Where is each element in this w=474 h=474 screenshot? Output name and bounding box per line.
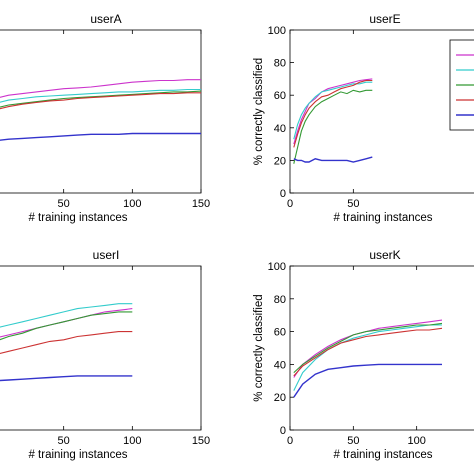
y-tick-label: 0 <box>280 425 286 437</box>
series-line-2 <box>293 324 442 391</box>
series-line-5 <box>0 375 133 382</box>
series-line-1 <box>0 79 201 98</box>
series-line-5 <box>293 156 373 163</box>
x-axis-label: # training instances <box>28 212 127 224</box>
x-tick-label: 100 <box>123 198 141 210</box>
panel-title: userI <box>93 248 120 262</box>
y-axis-label: % correctly classified <box>253 294 265 401</box>
x-axis-label: # training instances <box>28 449 127 461</box>
series-line-3 <box>0 90 201 108</box>
series-line-1 <box>293 78 373 145</box>
y-tick-label: 100 <box>268 261 286 273</box>
series-line-5 <box>0 132 201 141</box>
series-line-5 <box>293 363 442 398</box>
panel-title: userK <box>369 248 400 262</box>
plot-frame <box>0 29 202 194</box>
series-line-3 <box>293 89 373 164</box>
x-tick-label: 0 <box>287 198 293 210</box>
y-tick-label: 40 <box>274 123 286 135</box>
panel-title: userE <box>369 12 400 26</box>
x-tick-label: 50 <box>347 435 359 447</box>
y-tick-label: 40 <box>274 359 286 371</box>
y-tick-label: 60 <box>274 327 286 339</box>
x-tick-label: 100 <box>123 435 141 447</box>
x-tick-label: 0 <box>287 435 293 447</box>
series-line-4 <box>293 327 443 377</box>
series-line-1 <box>293 319 443 378</box>
y-tick-label: 80 <box>274 294 286 306</box>
series-line-4 <box>293 79 373 148</box>
y-tick-label: 60 <box>274 90 286 102</box>
x-tick-label: 50 <box>58 198 70 210</box>
x-tick-label: 150 <box>192 435 210 447</box>
y-tick-label: 0 <box>280 188 286 200</box>
series-line-4 <box>0 331 133 354</box>
x-tick-label: 150 <box>192 198 210 210</box>
panel-userI: 50 100 150 userI # training instances <box>0 248 210 461</box>
x-tick-label: 100 <box>407 435 425 447</box>
panel-userA: 50 100 150 userA # training instances <box>0 12 210 224</box>
plot-frame <box>289 265 474 431</box>
series-line-3 <box>0 311 133 341</box>
panel-title: userA <box>90 12 121 26</box>
panel-userK: 0 50 100 0 20 40 60 80 100 userK # training instan… <box>253 248 474 461</box>
y-tick-label: 20 <box>274 155 286 167</box>
y-tick-label: 80 <box>274 58 286 70</box>
y-axis-label: % correctly classified <box>253 58 265 165</box>
x-axis-label: # training instances <box>333 212 432 224</box>
plot-frame <box>289 29 474 194</box>
series-line-4 <box>0 92 201 110</box>
series-line-2 <box>0 303 133 328</box>
series-line-2 <box>0 88 201 103</box>
legend <box>449 39 474 131</box>
y-tick-label: 20 <box>274 392 286 404</box>
x-axis-label: # training instances <box>333 449 432 461</box>
y-tick-label: 100 <box>268 25 286 37</box>
plot-frame <box>0 265 202 431</box>
x-tick-label: 50 <box>347 198 359 210</box>
panel-userE: 0 50 0 20 40 60 80 100 userE # training instances… <box>253 12 474 224</box>
series-line-3 <box>293 322 443 374</box>
x-tick-label: 50 <box>58 435 70 447</box>
